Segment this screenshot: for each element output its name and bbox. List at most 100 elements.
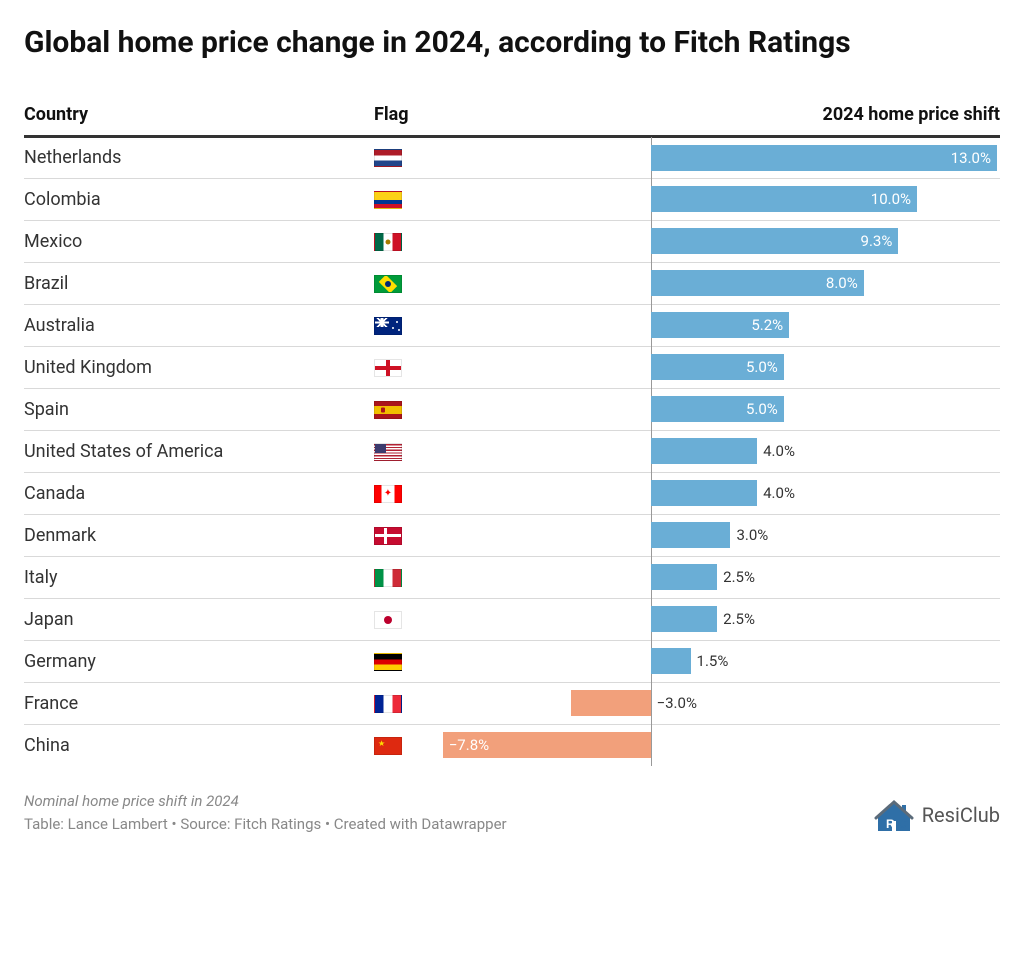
bar-cell: 10.0%: [454, 178, 1000, 220]
flag-cell: [374, 388, 454, 430]
value-bar: [571, 690, 651, 716]
footer-note: Nominal home price shift in 2024: [24, 790, 507, 813]
table-row: United Kingdom 5.0%: [24, 346, 1000, 388]
footer-text: Nominal home price shift in 2024 Table: …: [24, 790, 507, 835]
chart-footer: Nominal home price shift in 2024 Table: …: [24, 790, 1000, 835]
resiclub-logo-icon: R C: [872, 795, 916, 835]
bar-cell: 4.0%: [454, 472, 1000, 514]
ca-flag-icon: [374, 485, 402, 503]
flag-cell: [374, 346, 454, 388]
flag-cell: [374, 178, 454, 220]
value-bar: [651, 522, 731, 548]
value-bar: [651, 564, 718, 590]
flag-cell: [374, 472, 454, 514]
bar-label: 4.0%: [757, 438, 801, 464]
bar-label: 3.0%: [730, 522, 774, 548]
bar-cell: 2.5%: [454, 598, 1000, 640]
country-cell: Netherlands: [24, 136, 374, 178]
bar-wrap: 1.5%: [454, 648, 1000, 674]
bar-cell: 5.0%: [454, 346, 1000, 388]
bar-cell: 4.0%: [454, 430, 1000, 472]
it-flag-icon: [374, 569, 402, 587]
country-cell: Brazil: [24, 262, 374, 304]
country-cell: United Kingdom: [24, 346, 374, 388]
de-flag-icon: [374, 653, 402, 671]
bar-wrap: −3.0%: [454, 690, 1000, 716]
bar-cell: 13.0%: [454, 136, 1000, 178]
bar-wrap: 3.0%: [454, 522, 1000, 548]
nl-flag-icon: [374, 149, 402, 167]
flag-cell: [374, 556, 454, 598]
us-flag-icon: [374, 443, 402, 461]
value-bar: [651, 606, 718, 632]
country-cell: Denmark: [24, 514, 374, 556]
bar-wrap: 5.0%: [454, 354, 1000, 380]
jp-flag-icon: [374, 611, 402, 629]
bar-wrap: 4.0%: [454, 480, 1000, 506]
bar-wrap: 4.0%: [454, 438, 1000, 464]
table-row: Australia5.2%: [24, 304, 1000, 346]
flag-cell: [374, 640, 454, 682]
bar-label: 2.5%: [717, 564, 761, 590]
flag-cell: [374, 262, 454, 304]
bar-wrap: 5.0%: [454, 396, 1000, 422]
au-flag-icon: [374, 317, 402, 335]
country-cell: United States of America: [24, 430, 374, 472]
bar-label: −3.0%: [651, 690, 703, 716]
resiclub-logo-text: ResiClub: [922, 803, 1000, 827]
flag-cell: [374, 220, 454, 262]
bar-cell: −7.8%: [454, 724, 1000, 766]
col-header-country: Country: [24, 94, 374, 137]
country-cell: Germany: [24, 640, 374, 682]
br-flag-icon: [374, 275, 402, 293]
bar-label: 9.3%: [855, 228, 899, 254]
table-row: Colombia10.0%: [24, 178, 1000, 220]
bar-wrap: −7.8%: [454, 732, 1000, 758]
country-cell: Italy: [24, 556, 374, 598]
footer-credit: Table: Lance Lambert • Source: Fitch Rat…: [24, 813, 507, 836]
table-row: United States of America 4.0%: [24, 430, 1000, 472]
table-row: Germany 1.5%: [24, 640, 1000, 682]
bar-wrap: 2.5%: [454, 564, 1000, 590]
bar-label: 4.0%: [757, 480, 801, 506]
bar-label: 8.0%: [820, 270, 864, 296]
country-cell: France: [24, 682, 374, 724]
bar-cell: 5.2%: [454, 304, 1000, 346]
bar-cell: 9.3%: [454, 220, 1000, 262]
co-flag-icon: [374, 191, 402, 209]
bar-cell: 8.0%: [454, 262, 1000, 304]
resiclub-logo: R C ResiClub: [872, 795, 1000, 835]
bar-label: 5.2%: [745, 312, 789, 338]
bar-label: 2.5%: [717, 606, 761, 632]
table-row: Canada4.0%: [24, 472, 1000, 514]
bar-label: 5.0%: [740, 396, 784, 422]
mx-flag-icon: [374, 233, 402, 251]
table-row: Mexico 9.3%: [24, 220, 1000, 262]
price-table: Country Flag 2024 home price shift Nethe…: [24, 94, 1000, 767]
col-header-shift: 2024 home price shift: [454, 94, 1000, 137]
flag-cell: [374, 514, 454, 556]
bar-wrap: 9.3%: [454, 228, 1000, 254]
country-cell: Spain: [24, 388, 374, 430]
country-cell: Japan: [24, 598, 374, 640]
table-row: China−7.8%: [24, 724, 1000, 766]
es-flag-icon: [374, 401, 402, 419]
table-row: Japan 2.5%: [24, 598, 1000, 640]
country-cell: Mexico: [24, 220, 374, 262]
bar-wrap: 13.0%: [454, 145, 1000, 171]
bar-wrap: 2.5%: [454, 606, 1000, 632]
col-header-flag: Flag: [374, 94, 454, 137]
flag-cell: [374, 304, 454, 346]
flag-cell: [374, 430, 454, 472]
bar-wrap: 8.0%: [454, 270, 1000, 296]
table-row: Brazil 8.0%: [24, 262, 1000, 304]
value-bar: [651, 480, 758, 506]
flag-cell: [374, 598, 454, 640]
table-row: Netherlands 13.0%: [24, 136, 1000, 178]
table-row: Denmark 3.0%: [24, 514, 1000, 556]
value-bar: [651, 438, 758, 464]
flag-cell: [374, 682, 454, 724]
flag-cell: [374, 136, 454, 178]
bar-cell: 5.0%: [454, 388, 1000, 430]
bar-cell: 2.5%: [454, 556, 1000, 598]
